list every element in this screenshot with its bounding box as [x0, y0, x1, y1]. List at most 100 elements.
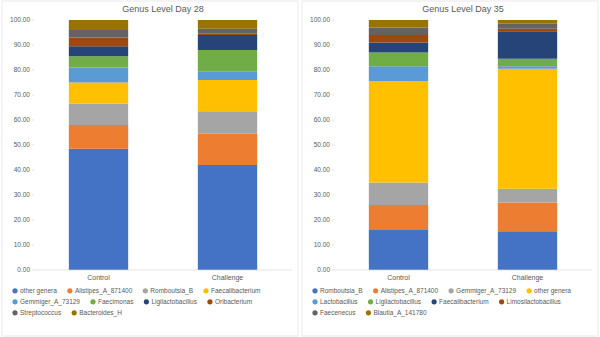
legend-item: Romboutsia_B — [143, 287, 193, 295]
bars — [69, 20, 257, 270]
legend-swatch — [67, 288, 72, 293]
tick-label: 40.00 — [314, 166, 331, 173]
legend-item: Lactobacillus — [312, 298, 358, 305]
tick-label: 20.00 — [14, 216, 31, 223]
legend-label: Faecalibacterium — [439, 298, 489, 305]
bar-segment — [69, 104, 128, 125]
legend-label: Gemmiger_A_73129 — [456, 287, 516, 295]
tick-label: 0.00 — [317, 266, 330, 273]
tick-label: 100.00 — [10, 16, 30, 23]
tick-label: 70.00 — [14, 91, 31, 98]
tick-label: 10.00 — [314, 241, 331, 248]
legend-item: Faecalibacterium — [432, 298, 489, 305]
bar-segment — [369, 81, 428, 182]
tick-label: 40.00 — [14, 166, 31, 173]
legend-item: Gemmiger_A_73129 — [12, 298, 80, 306]
legend-item: Limosilactobacillus — [499, 298, 562, 305]
legend: other genera Alistipes_A_871400 Romboutsia… — [12, 287, 260, 317]
x-axis — [334, 270, 592, 271]
legend-item: other genera — [526, 287, 571, 295]
legend-label: Romboutsia_B — [320, 287, 363, 295]
tick-label: 50.00 — [14, 141, 31, 148]
legend-item: Gemmiger_A_73129 — [449, 287, 517, 295]
bar-segment — [498, 231, 557, 270]
legend-swatch — [312, 288, 317, 293]
tick-label: 90.00 — [14, 41, 31, 48]
bar-segment — [198, 71, 257, 80]
legend-label: other genera — [20, 287, 57, 295]
tick-mark — [32, 245, 34, 246]
legend-item: Faecalibacterium — [203, 287, 260, 294]
bar-segment — [498, 59, 557, 67]
bar-segment — [198, 165, 257, 270]
panel-frame — [2, 1, 298, 336]
bar-segment — [369, 53, 428, 67]
legend-label: Ligilactobacillus — [151, 298, 197, 306]
legend-swatch — [203, 288, 208, 293]
bar-segment — [198, 34, 257, 35]
legend-swatch — [143, 288, 148, 293]
bar-segment — [498, 20, 557, 24]
bar-segment — [198, 111, 257, 134]
legend-label: Ligilactobacillus — [376, 298, 422, 306]
tick-mark — [332, 95, 334, 96]
tick-mark — [32, 120, 34, 121]
category-label: Challenge — [212, 274, 244, 282]
bar-segment — [369, 35, 428, 43]
tick-mark — [32, 145, 34, 146]
bar-segment — [369, 205, 428, 230]
legend-label: Blautia_A_141780 — [373, 309, 427, 317]
tick-mark — [32, 195, 34, 196]
panel: Genus Level Day 35 0.00 10.00 20.00 30.00 40.… — [302, 1, 598, 336]
legend-label: Oribacterium — [215, 298, 252, 305]
legend-label: Alistipes_A_871400 — [75, 287, 133, 295]
tick-mark — [332, 145, 334, 146]
tick-mark — [332, 270, 334, 271]
bar-segment — [498, 24, 557, 29]
tick-mark — [332, 195, 334, 196]
chart-root: Genus Level Day 280.0010.0020.0030.0040.… — [0, 0, 600, 337]
legend-item: Alistipes_A_871400 — [373, 287, 438, 295]
tick-mark — [332, 20, 334, 21]
panel-frame — [302, 1, 598, 336]
category-label: Control — [387, 274, 410, 281]
tick-mark — [32, 70, 34, 71]
tick-mark — [332, 245, 334, 246]
legend-swatch — [144, 299, 149, 304]
bar-segment — [369, 43, 428, 53]
tick-label: 50.00 — [314, 141, 331, 148]
bar-segment — [69, 38, 128, 47]
tick-label: 80.00 — [314, 66, 331, 73]
bar-segment — [369, 66, 428, 81]
legend-swatch — [449, 288, 454, 293]
bar-segment — [69, 149, 128, 270]
bar-segment — [498, 66, 557, 69]
legend-label: Faecalibacterium — [211, 287, 261, 294]
tick-mark — [32, 45, 34, 46]
tick-mark — [332, 220, 334, 221]
legend-item: Bacteroides_H — [72, 309, 123, 317]
legend-label: Alistipes_A_871400 — [381, 287, 439, 295]
legend-item: Faecimonas — [90, 298, 134, 305]
legend-swatch — [526, 288, 531, 293]
bar-segment — [198, 35, 257, 50]
legend-label: Gemmiger_A_73129 — [20, 298, 80, 306]
legend-swatch — [72, 310, 77, 315]
legend-label: Lactobacillus — [320, 298, 358, 305]
bar-segment — [198, 29, 257, 34]
legend-swatch — [499, 299, 504, 304]
bar-segment — [369, 230, 428, 270]
bar-segment — [69, 30, 128, 38]
tick-label: 60.00 — [14, 116, 31, 123]
legend-item: Alistipes_A_871400 — [67, 287, 132, 295]
legend-label: Romboutsia_B — [150, 287, 193, 295]
legend-item: Ligilactobacillus — [144, 298, 198, 306]
bar-segment — [198, 80, 257, 111]
title: Genus Level Day 35 — [422, 4, 504, 14]
legend-swatch — [12, 299, 17, 304]
bar-segment — [498, 31, 557, 59]
bar-segment — [369, 20, 428, 28]
bar-segment — [69, 125, 128, 149]
tick-label: 30.00 — [314, 191, 331, 198]
tick-label: 20.00 — [314, 216, 331, 223]
